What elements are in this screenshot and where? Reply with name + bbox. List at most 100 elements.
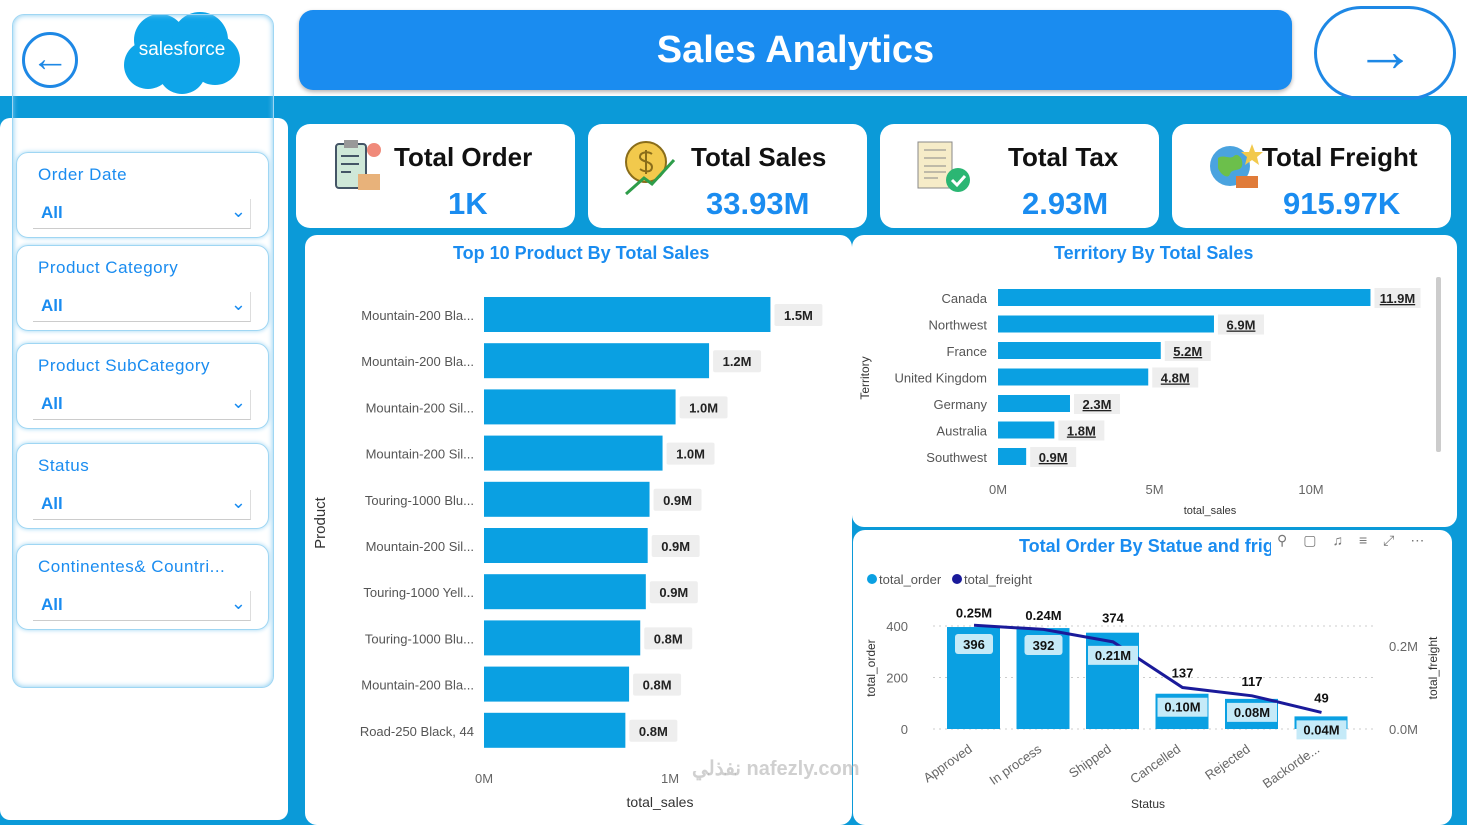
slicer-label: Product Category <box>38 258 179 277</box>
data-label: 2.3M <box>1083 397 1112 412</box>
data-label-bg <box>1058 420 1105 441</box>
data-label-bg <box>1157 697 1208 717</box>
filter-panel-inner <box>12 14 274 688</box>
data-label-bg <box>1374 288 1421 308</box>
y-tick: 0 <box>901 722 908 737</box>
data-label: 396 <box>963 637 985 652</box>
data-label: 1.2M <box>723 354 752 369</box>
chevron-down-icon: ⌄ <box>230 294 246 314</box>
slicer: Continentes& Countri... All ⌄ <box>16 544 269 630</box>
category-label: Approved <box>921 741 975 785</box>
next-button[interactable]: → <box>1314 6 1456 100</box>
category-label: Mountain-200 Bla... <box>361 678 474 693</box>
bar <box>484 528 648 563</box>
top-products-chart: Top 10 Product By Total Sales Mountain-2… <box>305 235 852 825</box>
tax-document-icon <box>917 141 970 192</box>
data-label: 392 <box>1033 638 1055 653</box>
legend-label: total_freight <box>964 572 1032 587</box>
x-tick: 0M <box>989 482 1007 497</box>
y-axis-title: Product <box>312 496 329 549</box>
data-label-bg <box>1164 341 1211 361</box>
y2-axis-title: total_freight <box>1426 636 1440 699</box>
visual-header-icons[interactable]: ⚲▢♫≡⤢⋯ <box>1277 532 1441 548</box>
data-label-bg <box>653 488 702 511</box>
chevron-down-icon: ⌄ <box>230 492 246 512</box>
territory-chart: Territory By Total Sales Canada 11.9M Nort… <box>852 235 1457 527</box>
category-label: Touring-1000 Blu... <box>365 493 474 508</box>
watermark: نفذلي nafezly.com <box>692 758 860 780</box>
x-tick: 5M <box>1145 482 1163 497</box>
legend-marker <box>952 574 962 584</box>
y-axis-title: total_order <box>864 639 878 696</box>
data-label: 0.21M <box>1095 648 1131 663</box>
data-label: 0.10M <box>1164 700 1200 715</box>
data-label-bg <box>713 350 762 373</box>
slicer-value: All <box>41 394 63 413</box>
data-label: 6.9M <box>1227 318 1256 333</box>
y-axis-title: Territory <box>858 356 872 399</box>
kpi-value: 1K <box>448 186 488 221</box>
category-label: Mountain-200 Sil... <box>366 447 474 462</box>
data-label: 137 <box>1172 666 1194 681</box>
slicer-value: All <box>41 494 63 513</box>
globe-shipping-icon <box>1210 144 1263 188</box>
slicer-dropdown[interactable]: All ⌄ <box>33 292 251 322</box>
bar <box>484 297 771 332</box>
x-tick: 10M <box>1298 482 1323 497</box>
data-label-bg <box>651 535 700 557</box>
dollar-coin-growth-icon <box>625 141 676 196</box>
kpi-value: 33.93M <box>706 186 810 221</box>
data-label: 1.5M <box>784 308 813 323</box>
category-label: Mountain-200 Sil... <box>366 539 474 554</box>
data-label-bg <box>955 634 993 655</box>
data-label-bg <box>1296 720 1347 740</box>
data-label: 0.8M <box>654 631 683 646</box>
data-label-bg <box>1152 367 1199 388</box>
data-label-bg <box>774 304 823 326</box>
kpi-title: Total Freight <box>1262 142 1418 172</box>
chevron-down-icon: ⌄ <box>230 593 246 613</box>
x-axis-title: Status <box>1131 797 1165 811</box>
data-label: 0.08M <box>1234 705 1270 720</box>
slicer-dropdown[interactable]: All ⌄ <box>33 490 251 520</box>
kpi-title: Total Tax <box>1008 142 1119 172</box>
bar <box>484 712 626 748</box>
data-label-bg <box>679 396 728 419</box>
category-label: Touring-1000 Yell... <box>363 585 474 600</box>
legend-marker <box>867 574 877 584</box>
slicer-dropdown[interactable]: All ⌄ <box>33 390 251 420</box>
kpi-card: Total Tax 2.93M <box>880 124 1159 228</box>
x-axis-title: total_sales <box>1184 505 1237 517</box>
bar <box>484 389 676 425</box>
slicer-dropdown[interactable]: All ⌄ <box>33 199 251 229</box>
x-tick: 1M <box>661 771 679 786</box>
data-label: 0.8M <box>639 724 668 739</box>
kpi-value: 915.97K <box>1283 186 1401 221</box>
kpi-card: Total Freight 915.97K <box>1172 124 1451 228</box>
chevron-down-icon: ⌄ <box>230 201 246 221</box>
clipboard-delivery-icon <box>335 140 381 190</box>
data-label-bg <box>649 581 698 604</box>
data-label: 0.9M <box>661 539 690 554</box>
category-label: Mountain-200 Bla... <box>361 354 474 369</box>
back-button[interactable]: ← <box>22 32 78 88</box>
data-label: 1.0M <box>676 447 705 462</box>
data-label: 1.8M <box>1067 424 1096 439</box>
data-label: 1.0M <box>689 400 718 415</box>
freight-line <box>973 623 1322 714</box>
data-label-bg <box>633 673 682 696</box>
category-label: Backorde... <box>1260 741 1322 791</box>
slicer-label: Order Date <box>38 165 128 184</box>
y2-tick: 0.2M <box>1389 639 1418 654</box>
slicer: Status All ⌄ <box>16 443 269 529</box>
kpi-title: Total Order <box>394 142 533 172</box>
category-label: Touring-1000 Blu... <box>365 631 474 646</box>
data-label-bg <box>1030 447 1077 467</box>
slicer-dropdown[interactable]: All ⌄ <box>33 591 251 621</box>
data-label: 0.04M <box>1303 722 1339 737</box>
data-label-bg <box>666 442 715 465</box>
status-chart: Total Order By Statue and frig ⚲▢♫≡⤢⋯ 0 2… <box>853 530 1452 825</box>
kpi-card: Total Sales 33.93M <box>588 124 867 228</box>
scrollbar[interactable] <box>1436 277 1441 452</box>
data-label: 117 <box>1242 674 1263 689</box>
